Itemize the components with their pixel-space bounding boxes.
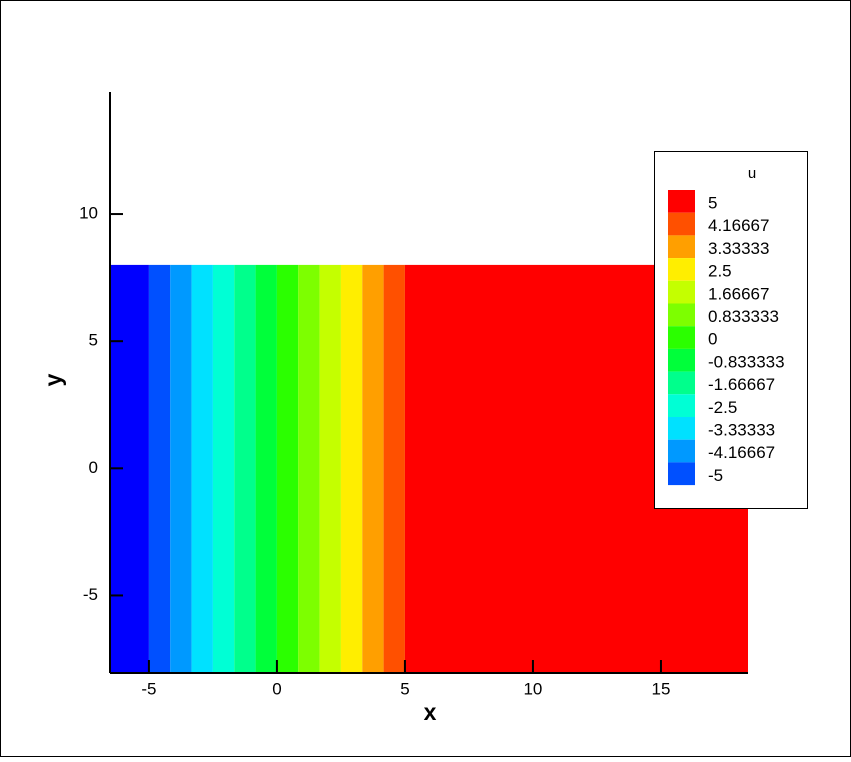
legend-label: 2.5 — [708, 262, 732, 281]
legend-swatch — [668, 326, 695, 349]
legend-label: -4.16667 — [708, 443, 775, 462]
x-tick-label: 5 — [400, 679, 409, 698]
x-axis-label: x — [424, 699, 437, 725]
contour-band — [298, 264, 320, 673]
legend-swatch — [668, 417, 695, 440]
legend-label: -3.33333 — [708, 420, 775, 439]
legend-swatch — [668, 348, 695, 372]
legend-swatch — [668, 371, 695, 395]
legend-swatch — [668, 190, 695, 213]
legend-label: -5 — [708, 466, 723, 485]
y-axis-label: y — [40, 373, 66, 386]
legend-swatch — [668, 235, 695, 259]
x-tick-label: 0 — [272, 679, 281, 698]
contour-band — [362, 264, 384, 673]
legend-label: 0.833333 — [708, 307, 779, 326]
legend-swatch — [668, 258, 695, 281]
contour-band — [319, 264, 341, 673]
y-tick-label: 5 — [89, 331, 98, 350]
contour-band — [148, 264, 171, 673]
field — [110, 264, 748, 673]
legend-label: 4.16667 — [708, 216, 769, 235]
contour-band — [212, 264, 235, 673]
legend-label: -2.5 — [708, 398, 737, 417]
x-tick-label: -5 — [141, 679, 156, 698]
legend-title: u — [748, 165, 756, 182]
contour-band — [234, 264, 256, 673]
legend-swatch — [668, 462, 695, 486]
x-tick-label: 15 — [651, 679, 670, 698]
legend-label: 0 — [708, 330, 717, 349]
legend-label: 5 — [708, 193, 717, 212]
legend-swatch — [668, 212, 695, 236]
legend-label: -1.66667 — [708, 375, 775, 394]
x-tick-label: 10 — [523, 679, 542, 698]
legend-swatch — [668, 394, 695, 417]
legend-label: 3.33333 — [708, 239, 769, 258]
contour-band — [276, 264, 299, 673]
legend-label: -0.833333 — [708, 352, 785, 371]
legend-label: 1.66667 — [708, 284, 769, 303]
legend-swatch — [668, 280, 695, 304]
y-tick-label: -5 — [83, 585, 98, 604]
contour-band — [255, 264, 277, 673]
contour-band — [340, 264, 363, 673]
y-tick-label: 10 — [79, 204, 98, 223]
contour-band — [191, 264, 213, 673]
legend-swatch — [668, 303, 695, 327]
y-tick-label: 0 — [89, 458, 98, 477]
contour-band — [170, 264, 192, 673]
legend-swatch — [668, 439, 695, 463]
contour-band — [383, 264, 405, 673]
